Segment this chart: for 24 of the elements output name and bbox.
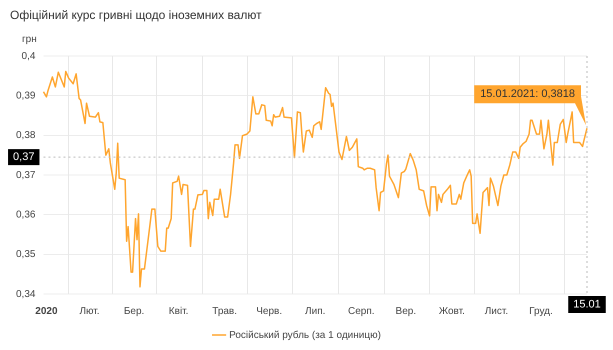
x-tick-label: Груд. bbox=[529, 306, 553, 317]
x-tick-label: Вер. bbox=[396, 306, 416, 317]
x-tick-label: Черв. bbox=[256, 306, 282, 317]
x-tick-label: 2020 bbox=[35, 306, 58, 317]
x-tick-label: Серп. bbox=[348, 306, 375, 317]
x-tick-label: Трав. bbox=[212, 306, 238, 317]
y-tick-label: 0,34 bbox=[16, 288, 36, 300]
y-tick-label: 0,37 bbox=[16, 170, 36, 181]
y-axis-title: грн bbox=[22, 34, 37, 45]
y-tick-label: 0,39 bbox=[16, 90, 36, 102]
x-tick-label: Жовт. bbox=[438, 306, 465, 317]
legend-label: Російський рубль (за 1 одиницю) bbox=[229, 330, 381, 341]
x-tick-label: Лют. bbox=[79, 306, 100, 317]
y-tick-label: 0,38 bbox=[16, 130, 36, 142]
x-tick-label: Лист. bbox=[484, 306, 508, 317]
chart-title: Офіційний курс гривні щодо іноземних валют bbox=[9, 7, 263, 24]
annotation: 15.01.2021: 0,3818 bbox=[480, 88, 575, 100]
y-tick-label: 0,35 bbox=[16, 249, 36, 260]
x-tick-label: Лип. bbox=[305, 306, 326, 317]
y-tick-label: 0,4 bbox=[22, 50, 36, 62]
x-tick-label: Бер. bbox=[124, 306, 144, 317]
x-tick-label: 15.01 bbox=[573, 298, 601, 311]
y-tick-label: 0,36 bbox=[16, 209, 36, 220]
x-tick-label: Квіт. bbox=[168, 306, 188, 317]
